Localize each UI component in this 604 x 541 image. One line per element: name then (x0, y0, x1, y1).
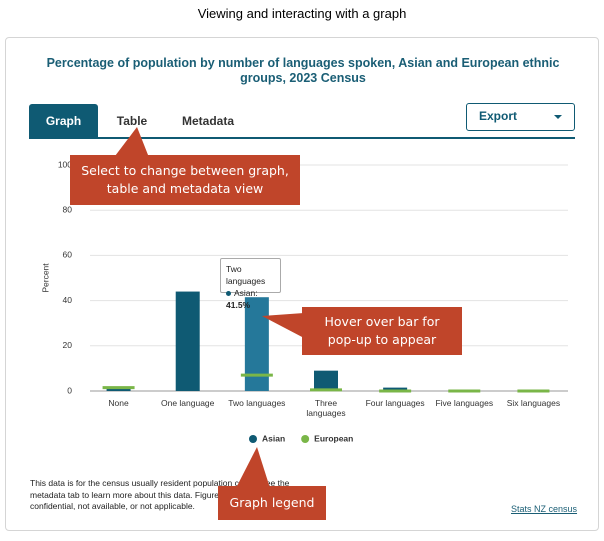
callout-legend: Graph legend (218, 486, 326, 520)
tooltip: Two languages Asian: 41.5% (220, 258, 281, 310)
x-tick-label: Three languages (306, 398, 346, 418)
x-tick-label: Six languages (506, 398, 561, 408)
legend-label: Asian (262, 433, 285, 443)
tooltip-title: Two languages (226, 264, 266, 286)
x-tick-label: One language (160, 398, 215, 408)
legend-label: European (314, 433, 353, 443)
bar (244, 297, 269, 391)
legend-swatch (249, 435, 257, 443)
tab-metadata[interactable]: Metadata (181, 114, 234, 128)
x-tick-label: None (108, 398, 129, 408)
bar (314, 370, 338, 391)
tab-graph[interactable]: Graph (29, 104, 98, 138)
tooltip-value: 41.5% (226, 300, 251, 310)
page-title: Viewing and interacting with a graph (197, 6, 407, 21)
source-link[interactable]: Stats NZ census (511, 504, 578, 514)
tooltip-row: Asian: 41.5% (226, 287, 275, 311)
bar (383, 387, 408, 391)
card (5, 37, 599, 531)
y-tick-label: 40 (63, 295, 73, 305)
x-tick-label: Four languages (365, 398, 425, 408)
y-tick-label: 0 (67, 385, 72, 395)
y-tick-label: 80 (63, 204, 73, 214)
y-tick-label: 100 (58, 159, 72, 169)
callout-hover: Hover over bar for pop-up to appear (302, 307, 462, 355)
export-button[interactable]: Export (466, 103, 575, 131)
footnote: This data is for the census usually resi… (30, 478, 290, 511)
y-tick-label: 20 (63, 340, 73, 350)
y-tick-label: 60 (63, 250, 73, 260)
bar (175, 291, 200, 391)
tooltip-label: Asian: (234, 288, 258, 298)
legend-swatch (301, 435, 310, 443)
y-axis-label: Percent (40, 263, 50, 293)
x-tick-label: Two languages (228, 398, 286, 408)
callout-tabs: Select to change between graph, table an… (70, 155, 300, 205)
chart-title: Percentage of population by number of la… (46, 56, 560, 85)
tab-table[interactable]: Table (116, 114, 148, 128)
x-tick-label: Five languages (435, 398, 494, 408)
tab-underline (29, 137, 575, 139)
